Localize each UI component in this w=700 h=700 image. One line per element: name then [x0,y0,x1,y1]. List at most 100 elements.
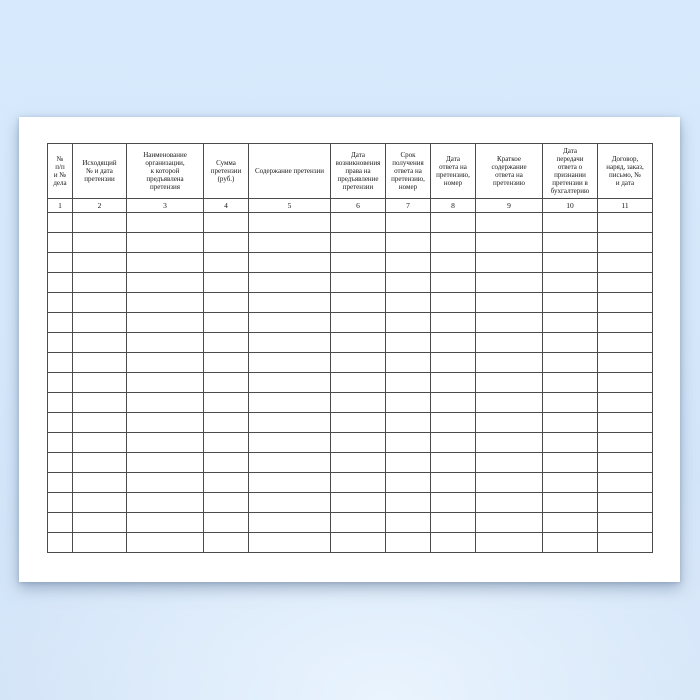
empty-cell [385,232,431,253]
empty-cell [330,332,386,353]
empty-cell [597,452,653,473]
empty-cell [430,312,476,333]
empty-cell [248,412,331,433]
empty-cell [47,472,73,493]
empty-cell [385,372,431,393]
empty-cell [47,532,73,553]
empty-cell [203,412,249,433]
empty-cell [72,412,127,433]
empty-cell [248,472,331,493]
empty-cell [47,252,73,273]
empty-cell [72,392,127,413]
empty-cell [47,212,73,233]
empty-cell [47,272,73,293]
empty-cell [126,452,204,473]
empty-cell [385,212,431,233]
empty-cell [330,292,386,313]
empty-cell [72,372,127,393]
table-row [47,452,653,473]
empty-cell [47,452,73,473]
empty-cell [597,532,653,553]
empty-cell [542,512,598,533]
empty-cell [203,232,249,253]
empty-cell [385,432,431,453]
empty-cell [248,392,331,413]
empty-cell [330,212,386,233]
table-body [47,212,653,553]
empty-cell [126,512,204,533]
column-number: 2 [72,198,127,213]
empty-cell [542,232,598,253]
table-row [47,332,653,353]
empty-cell [330,312,386,333]
empty-cell [203,212,249,233]
column-number: 7 [385,198,431,213]
empty-cell [72,432,127,453]
empty-cell [203,272,249,293]
empty-cell [248,272,331,293]
empty-cell [47,392,73,413]
column-number-row: 1 2 3 4 5 6 7 8 9 10 11 [47,198,653,213]
empty-cell [430,332,476,353]
empty-cell [385,272,431,293]
column-header-case-number: № п/п и № дела [47,143,73,199]
empty-cell [430,412,476,433]
empty-cell [475,232,543,253]
empty-cell [248,452,331,473]
empty-cell [72,232,127,253]
empty-cell [47,492,73,513]
empty-cell [248,372,331,393]
empty-cell [430,292,476,313]
empty-cell [385,472,431,493]
empty-cell [72,472,127,493]
empty-cell [475,472,543,493]
empty-cell [248,352,331,373]
empty-cell [47,292,73,313]
column-number: 9 [475,198,543,213]
empty-cell [430,452,476,473]
empty-cell [126,372,204,393]
empty-cell [597,272,653,293]
empty-cell [597,292,653,313]
column-header-claim-amount: Сумма претензии (руб.) [203,143,249,199]
column-header-right-arise-date: Дата возникновения права на предъявление… [330,143,386,199]
empty-cell [385,392,431,413]
table-row [47,532,653,553]
empty-cell [475,412,543,433]
empty-cell [72,512,127,533]
empty-cell [330,272,386,293]
column-number: 5 [248,198,331,213]
column-number: 1 [47,198,73,213]
claims-register-table: № п/п и № дела Исходящий № и дата претен… [47,143,653,553]
empty-cell [385,532,431,553]
empty-cell [330,472,386,493]
empty-cell [203,372,249,393]
empty-cell [475,512,543,533]
empty-cell [475,252,543,273]
empty-cell [597,512,653,533]
empty-cell [47,432,73,453]
empty-cell [248,532,331,553]
empty-cell [330,532,386,553]
empty-cell [248,432,331,453]
empty-cell [203,492,249,513]
empty-cell [385,452,431,473]
empty-cell [475,212,543,233]
table-row [47,252,653,273]
empty-cell [542,312,598,333]
empty-cell [430,272,476,293]
empty-cell [248,232,331,253]
empty-cell [597,432,653,453]
empty-cell [542,372,598,393]
empty-cell [542,472,598,493]
table-row [47,232,653,253]
empty-cell [330,512,386,533]
empty-cell [597,392,653,413]
empty-cell [597,232,653,253]
empty-cell [203,312,249,333]
empty-cell [330,432,386,453]
empty-cell [430,352,476,373]
empty-cell [72,352,127,373]
empty-cell [248,292,331,313]
